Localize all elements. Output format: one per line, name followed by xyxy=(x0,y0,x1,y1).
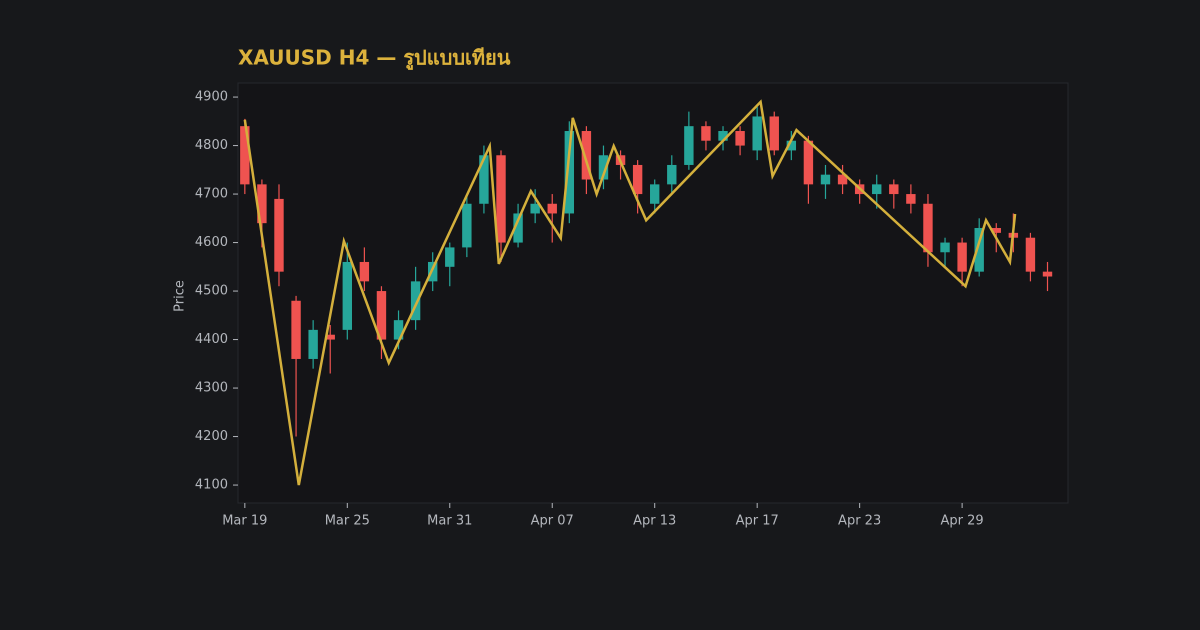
candle-body xyxy=(769,116,779,151)
candle-body xyxy=(786,140,797,151)
x-tick-label: Apr 23 xyxy=(838,514,881,529)
candle-body xyxy=(325,334,335,340)
x-tick-label: Apr 17 xyxy=(736,514,779,529)
candle-body xyxy=(257,184,267,224)
y-tick-label: 4100 xyxy=(195,478,228,493)
y-tick-label: 4500 xyxy=(195,284,228,299)
candle-body xyxy=(427,261,438,282)
candle-body xyxy=(291,300,301,359)
y-tick-label: 4900 xyxy=(195,90,228,105)
candle-body xyxy=(274,198,284,272)
candle-body xyxy=(820,174,831,185)
candle-body xyxy=(445,247,455,267)
candle-body xyxy=(598,155,609,180)
x-tick-label: Apr 13 xyxy=(633,514,676,529)
candle-body xyxy=(803,140,814,185)
y-tick-label: 4700 xyxy=(195,187,228,202)
candle-body xyxy=(342,261,352,330)
y-tick-label: 4300 xyxy=(195,381,228,396)
candle-body xyxy=(991,228,1001,233)
candle-body xyxy=(513,213,523,243)
candle-body xyxy=(872,184,882,195)
plot-area xyxy=(237,82,1069,504)
candle-body xyxy=(718,131,728,141)
candle-body xyxy=(376,291,387,340)
x-tick-label: Apr 29 xyxy=(941,514,984,529)
y-tick-label: 4800 xyxy=(195,138,228,153)
x-tick-label: Apr 07 xyxy=(531,514,574,529)
candle-body xyxy=(410,281,421,321)
candle-body xyxy=(1042,271,1053,277)
candle-body xyxy=(957,242,967,272)
candle-body xyxy=(496,155,506,243)
candle-body xyxy=(940,242,950,253)
y-tick-label: 4600 xyxy=(195,235,228,250)
candle-body xyxy=(547,203,557,214)
candle-body xyxy=(752,116,762,151)
candle-body xyxy=(650,184,660,204)
candle-body xyxy=(684,126,694,165)
x-tick-label: Mar 19 xyxy=(222,514,267,529)
chart-title: XAUUSD H4 — รูปแบบเทียน xyxy=(238,46,511,72)
candle-body xyxy=(1025,237,1036,272)
x-tick-label: Mar 31 xyxy=(427,514,472,529)
candle-body xyxy=(735,131,745,146)
candle-body xyxy=(564,131,575,214)
candle-body xyxy=(479,155,489,204)
y-tick-label: 4200 xyxy=(195,429,228,444)
y-axis-label: Price xyxy=(173,280,188,312)
candle-body xyxy=(667,164,677,185)
candle-body xyxy=(701,126,711,141)
candle-body xyxy=(530,203,540,214)
candle-body xyxy=(837,174,848,185)
candle-body xyxy=(974,228,984,272)
candle-body xyxy=(393,320,404,340)
x-tick-label: Mar 25 xyxy=(325,514,370,529)
candle-body xyxy=(462,203,472,248)
candle-body xyxy=(923,203,933,253)
y-tick-label: 4400 xyxy=(195,332,228,347)
candle-body xyxy=(581,131,592,180)
candle-body xyxy=(308,329,318,359)
candle-body xyxy=(632,164,643,195)
zigzag-line xyxy=(243,99,1017,486)
candle-body xyxy=(240,126,250,185)
candle-body xyxy=(906,194,916,204)
candle-body xyxy=(359,261,370,282)
candle-body xyxy=(889,184,899,195)
